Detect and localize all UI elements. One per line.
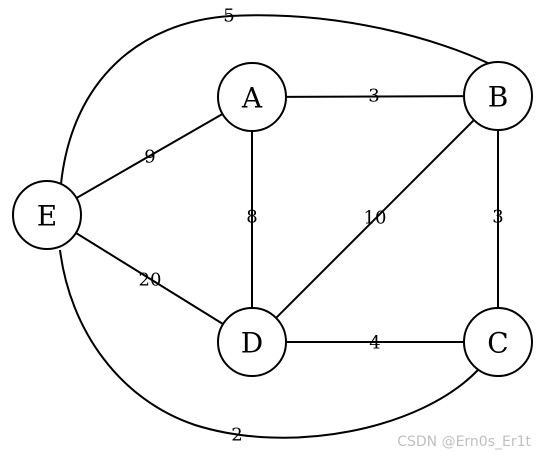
edge-a-e [46, 96, 253, 216]
node-circle [217, 307, 287, 377]
edge-weight-d-c: 4 [369, 333, 380, 354]
edge-b-d [251, 95, 499, 343]
edge-weight-e-d: 20 [139, 270, 162, 291]
edge-a-b [251, 95, 499, 98]
edges-layer [46, 14, 499, 439]
node-b: B [463, 61, 533, 131]
edge-weight-e-c: 2 [231, 425, 242, 446]
edge-weight-b-c: 3 [492, 207, 503, 228]
node-circle [217, 62, 287, 132]
node-a: A [217, 62, 287, 132]
node-e: E [12, 180, 82, 250]
edge-e-d [46, 214, 253, 343]
node-label: C [487, 327, 508, 360]
edge-weight-a-d: 8 [246, 207, 257, 228]
node-circle [463, 307, 533, 377]
node-circle [12, 180, 82, 250]
edge-weights-layer: 3 8 9 3 10 4 20 5 2 [139, 6, 504, 446]
node-label: E [37, 200, 57, 233]
edge-e-b [60, 14, 491, 185]
edge-e-c [59, 249, 479, 439]
node-c: C [463, 307, 533, 377]
node-d: D [217, 307, 287, 377]
watermark: CSDN @Ern0s_Er1t [397, 434, 531, 450]
nodes-layer: A B C D E [12, 61, 533, 377]
edge-weight-e-b: 5 [223, 6, 234, 27]
node-label: B [488, 81, 509, 114]
node-circle [463, 61, 533, 131]
edge-weight-a-b: 3 [368, 86, 379, 107]
node-label: D [241, 327, 263, 360]
edge-weight-a-e: 9 [144, 147, 155, 168]
edge-weight-b-d: 10 [364, 208, 387, 229]
node-label: A [241, 82, 263, 115]
